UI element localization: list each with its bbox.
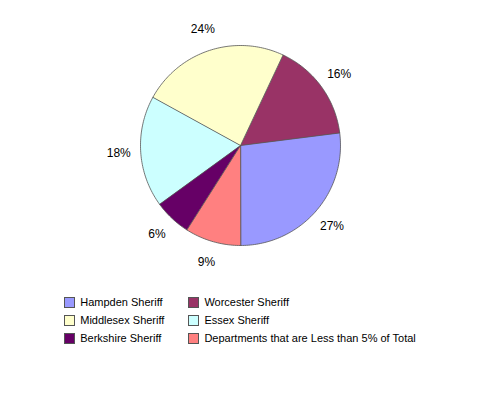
html-text:Departments that are Less than: Departments that are Less than 5% of Tot… — [204, 332, 416, 344]
svg-text:16%: 16% — [327, 67, 351, 81]
svg-text:24%: 24% — [191, 22, 215, 36]
html-text:Hampden Sheriff: Hampden Sheriff — [80, 296, 163, 308]
svg-text:6%: 6% — [148, 227, 166, 241]
html-text:Essex Sheriff: Essex Sheriff — [204, 314, 269, 326]
svg-text:9%: 9% — [198, 255, 216, 269]
html-text:Worcester Sheriff: Worcester Sheriff — [204, 296, 289, 308]
svg-text:27%: 27% — [320, 219, 344, 233]
html-text:Berkshire Sheriff: Berkshire Sheriff — [80, 332, 162, 344]
svg-text:18%: 18% — [107, 146, 131, 160]
html-text:Middlesex Sheriff: Middlesex Sheriff — [80, 314, 165, 326]
